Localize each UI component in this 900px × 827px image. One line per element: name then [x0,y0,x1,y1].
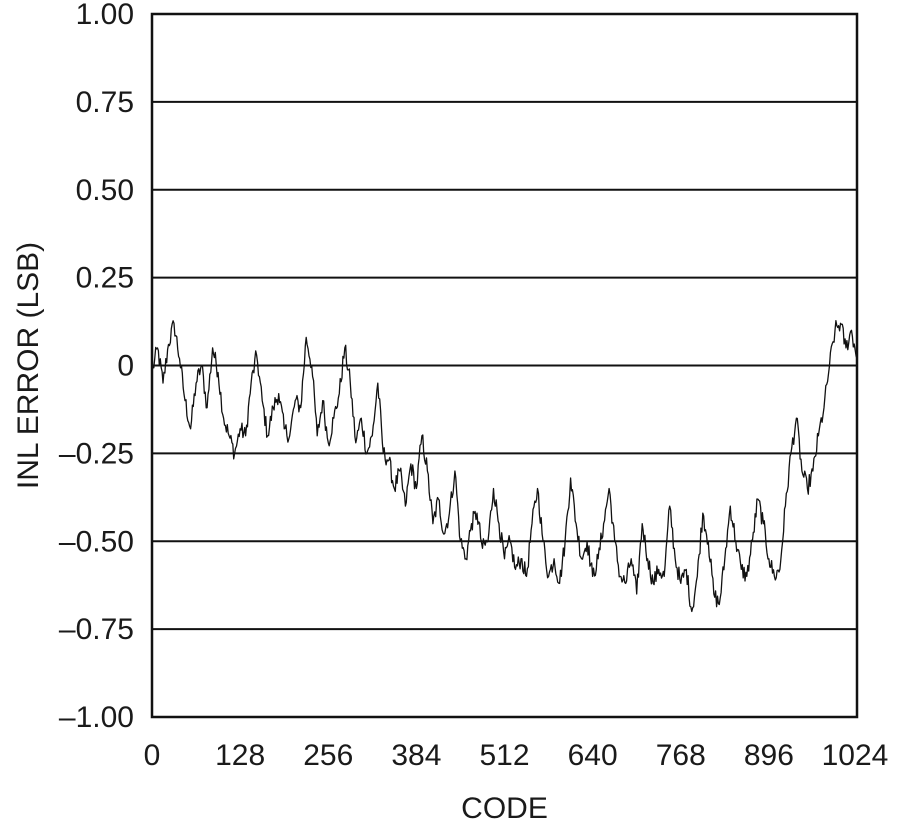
gridlines [152,100,857,631]
y-tick-label: –0.75 [59,613,134,646]
x-tick-label: 768 [656,739,706,772]
y-axis-label: INL ERROR (LSB) [12,242,45,489]
y-tick-label: –0.25 [59,437,134,470]
x-tick-label: 128 [215,739,265,772]
x-axis-ticks: 0 128 256 384 512 640 768 896 1024 [144,739,889,772]
inl-series-line [151,320,858,613]
x-tick-label: 512 [479,739,529,772]
x-tick-label: 0 [144,739,161,772]
x-axis-label: CODE [461,792,548,825]
x-tick-label: 1024 [822,739,889,772]
x-tick-label: 256 [303,739,353,772]
y-tick-label: 0.50 [76,174,134,207]
y-tick-label: –0.50 [59,525,134,558]
x-tick-label: 640 [568,739,618,772]
y-tick-label: 0.75 [76,86,134,119]
y-tick-label: –1.00 [59,701,134,734]
x-tick-label: 384 [391,739,441,772]
y-tick-label: 0 [117,350,134,383]
x-tick-label: 896 [744,739,794,772]
y-tick-label: 0.25 [76,262,134,295]
series-layer [151,320,858,613]
y-axis-ticks: 1.00 0.75 0.50 0.25 0 –0.25 –0.50 –0.75 –1.00 [59,0,134,734]
y-tick-label: 1.00 [76,0,134,31]
plot-frame [150,12,859,719]
